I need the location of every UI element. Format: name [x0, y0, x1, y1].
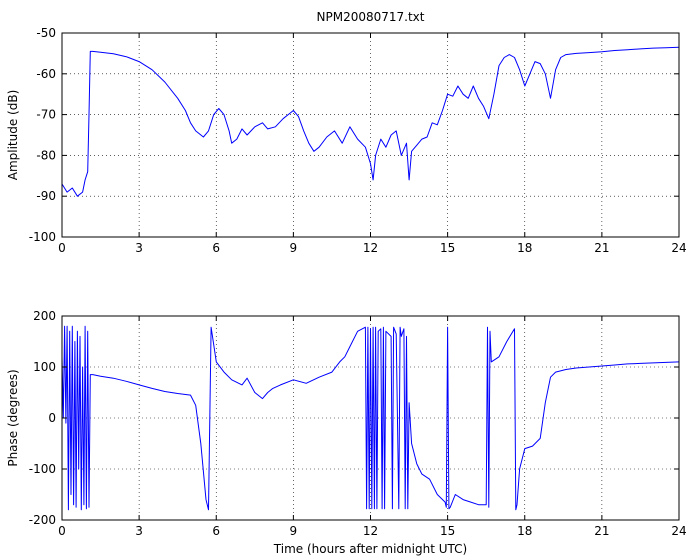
- x-tick-label: 18: [517, 241, 532, 255]
- y-tick-label: -200: [29, 513, 56, 527]
- y-tick-label: -80: [36, 148, 56, 162]
- series-line: [61, 325, 680, 511]
- x-tick-label: 12: [363, 524, 378, 538]
- x-tick-label: 24: [671, 241, 686, 255]
- y-tick-label: -90: [36, 189, 56, 203]
- y-tick-label: -50: [36, 26, 56, 40]
- y-tick-label: 200: [33, 309, 56, 323]
- x-tick-label: 21: [594, 241, 609, 255]
- y-tick-label: -100: [29, 230, 56, 244]
- y-tick-label: -100: [29, 462, 56, 476]
- x-tick-label: 15: [440, 241, 455, 255]
- y-axis-label: Phase (degrees): [6, 369, 20, 466]
- x-tick-label: 0: [58, 524, 66, 538]
- x-tick-label: 0: [58, 241, 66, 255]
- x-tick-label: 12: [363, 241, 378, 255]
- y-tick-label: -70: [36, 108, 56, 122]
- x-tick-label: 3: [135, 241, 143, 255]
- plot-frame: [61, 32, 680, 238]
- x-tick-label: 21: [594, 524, 609, 538]
- x-tick-label: 6: [212, 241, 220, 255]
- x-tick-label: 15: [440, 524, 455, 538]
- y-tick-label: -60: [36, 67, 56, 81]
- x-tick-label: 24: [671, 524, 686, 538]
- y-axis-label: Amplitude (dB): [6, 90, 20, 181]
- x-tick-label: 3: [135, 524, 143, 538]
- x-tick-label: 9: [290, 241, 298, 255]
- x-axis-label: Time (hours after midnight UTC): [273, 542, 467, 556]
- y-tick-label: 100: [33, 360, 56, 374]
- x-tick-label: 9: [290, 524, 298, 538]
- x-tick-label: 6: [212, 524, 220, 538]
- series-line: [61, 46, 680, 197]
- y-tick-label: 0: [48, 411, 56, 425]
- chart-title: NPM20080717.txt: [317, 10, 425, 24]
- x-tick-label: 18: [517, 524, 532, 538]
